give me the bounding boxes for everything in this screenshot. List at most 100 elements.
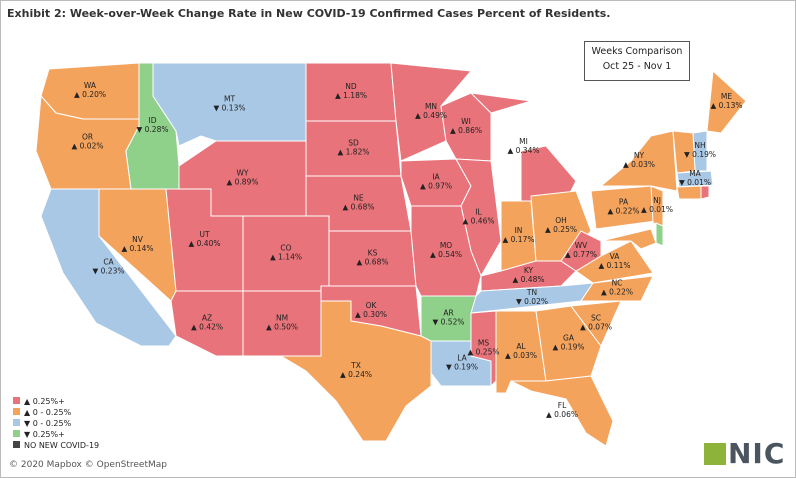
state-abbr: OH — [555, 216, 567, 225]
state-value: ▲ 0.77% — [565, 250, 597, 259]
state-abbr: WY — [237, 169, 249, 178]
state-abbr: NJ — [653, 196, 661, 205]
state — [570, 300, 622, 347]
state-abbr: AL — [516, 342, 526, 351]
state-abbr: UT — [199, 230, 209, 239]
state-value: ▼ 0.19% — [684, 150, 716, 159]
logo-mark — [704, 443, 726, 465]
state-value: ▲ 0.48% — [513, 275, 545, 284]
legend-swatch — [13, 419, 20, 426]
state-value: ▲ 0.68% — [343, 203, 375, 212]
state-value: ▼ 0.01% — [679, 178, 711, 187]
legend-label: ▲ 0 - 0.25% — [24, 408, 72, 417]
state-value: ▲ 0.49% — [415, 111, 447, 120]
state-value: ▲ 0.97% — [420, 182, 452, 191]
legend-label: ▲ 0.25%+ — [24, 397, 65, 406]
legend-swatch — [13, 408, 20, 415]
comparison-box: Weeks Comparison Oct 25 - Nov 1 — [584, 41, 690, 81]
comparison-period: Oct 25 - Nov 1 — [602, 61, 672, 72]
state — [676, 170, 714, 188]
state-abbr: ND — [345, 82, 357, 91]
legend-swatch — [13, 397, 20, 404]
state-abbr: AZ — [202, 314, 212, 323]
state-value: ▲ 0.50% — [266, 323, 298, 332]
state-value: ▲ 0.17% — [503, 235, 535, 244]
state-abbr: AR — [443, 309, 453, 318]
state-value: ▼ 0.19% — [446, 363, 478, 372]
state — [580, 275, 654, 302]
state-value: ▼ 0.28% — [137, 125, 169, 134]
comparison-heading: Weeks Comparison — [591, 46, 683, 57]
state-abbr: MO — [440, 241, 452, 250]
legend-label: ▼ 0.25%+ — [24, 430, 65, 439]
state — [510, 375, 614, 447]
state-abbr: OR — [82, 133, 93, 142]
state-value: ▼ 0.23% — [93, 267, 125, 276]
state-value: ▲ 0.22% — [601, 288, 633, 297]
state-abbr: WV — [575, 241, 588, 250]
state-value: ▲ 0.25% — [468, 348, 500, 357]
state-value: ▲ 0.19% — [553, 343, 585, 352]
state-value: ▲ 0.14% — [122, 244, 154, 253]
state-abbr: NV — [132, 235, 144, 244]
state-value: ▲ 0.46% — [463, 217, 495, 226]
state — [279, 300, 432, 442]
state-abbr: NY — [634, 151, 645, 160]
state-value: ▲ 1.18% — [335, 91, 367, 100]
state-abbr: IL — [475, 208, 482, 217]
legend-label: ▼ 0 - 0.25% — [24, 419, 72, 428]
state-value: ▲ 0.89% — [227, 178, 259, 187]
state-value: ▲ 0.34% — [508, 146, 540, 155]
state-value: ▲ 0.42% — [191, 323, 223, 332]
state-value: ▲ 0.06% — [546, 410, 578, 419]
state-abbr: WA — [84, 81, 97, 90]
state-abbr: GA — [563, 334, 575, 343]
state-value: ▲ 0.40% — [189, 239, 221, 248]
state-abbr: NE — [353, 194, 364, 203]
state-value: ▲ 0.24% — [340, 370, 372, 379]
state-abbr: SD — [348, 139, 359, 148]
state-value: ▼ 0.52% — [433, 318, 465, 327]
state-abbr: ID — [149, 116, 157, 125]
state-abbr: LA — [457, 354, 467, 363]
state-abbr: MS — [478, 339, 489, 348]
state-abbr: MT — [224, 95, 235, 104]
state — [706, 69, 747, 134]
state-abbr: NM — [276, 314, 288, 323]
state-value: ▼ 0.13% — [214, 104, 246, 113]
state-abbr: ME — [721, 92, 732, 101]
state-value: ▼ 0.02% — [516, 297, 548, 306]
state-abbr: IN — [515, 226, 523, 235]
state-value: ▲ 0.13% — [711, 101, 743, 110]
state-abbr: CA — [103, 258, 114, 267]
state-value: ▲ 0.54% — [430, 250, 462, 259]
logo: NIC — [704, 437, 785, 470]
legend-swatch — [13, 430, 20, 437]
footer: © 2020 Mapbox © OpenStreetMap — [9, 460, 167, 470]
state-value: ▲ 1.82% — [338, 148, 370, 157]
state-abbr: NC — [612, 279, 623, 288]
title: Exhibit 2: Week-over-Week Change Rate in… — [7, 7, 611, 20]
state-value: ▲ 0.20% — [74, 90, 106, 99]
state-abbr: CO — [280, 244, 291, 253]
state-abbr: MA — [689, 169, 701, 178]
state-abbr: MI — [519, 137, 528, 146]
state-value: ▲ 0.07% — [580, 323, 612, 332]
state-abbr: TX — [350, 361, 361, 370]
state-value: ▲ 1.14% — [270, 253, 302, 262]
state-value: ▲ 0.03% — [623, 160, 655, 169]
state-value: ▲ 0.03% — [505, 351, 537, 360]
state-abbr: SC — [591, 314, 601, 323]
legend-label: NO NEW COVID-19 — [24, 441, 99, 450]
state-abbr: PA — [619, 198, 629, 207]
state-abbr: FL — [558, 401, 567, 410]
state-abbr: KY — [524, 266, 534, 275]
state — [560, 230, 602, 272]
state-value: ▲ 0.01% — [641, 205, 673, 214]
state-abbr: NH — [694, 141, 705, 150]
state-value: ▲ 0.86% — [450, 126, 482, 135]
state-value: ▲ 0.68% — [357, 258, 389, 267]
state-value: ▲ 0.30% — [355, 310, 387, 319]
state-value: ▲ 0.11% — [599, 261, 631, 270]
